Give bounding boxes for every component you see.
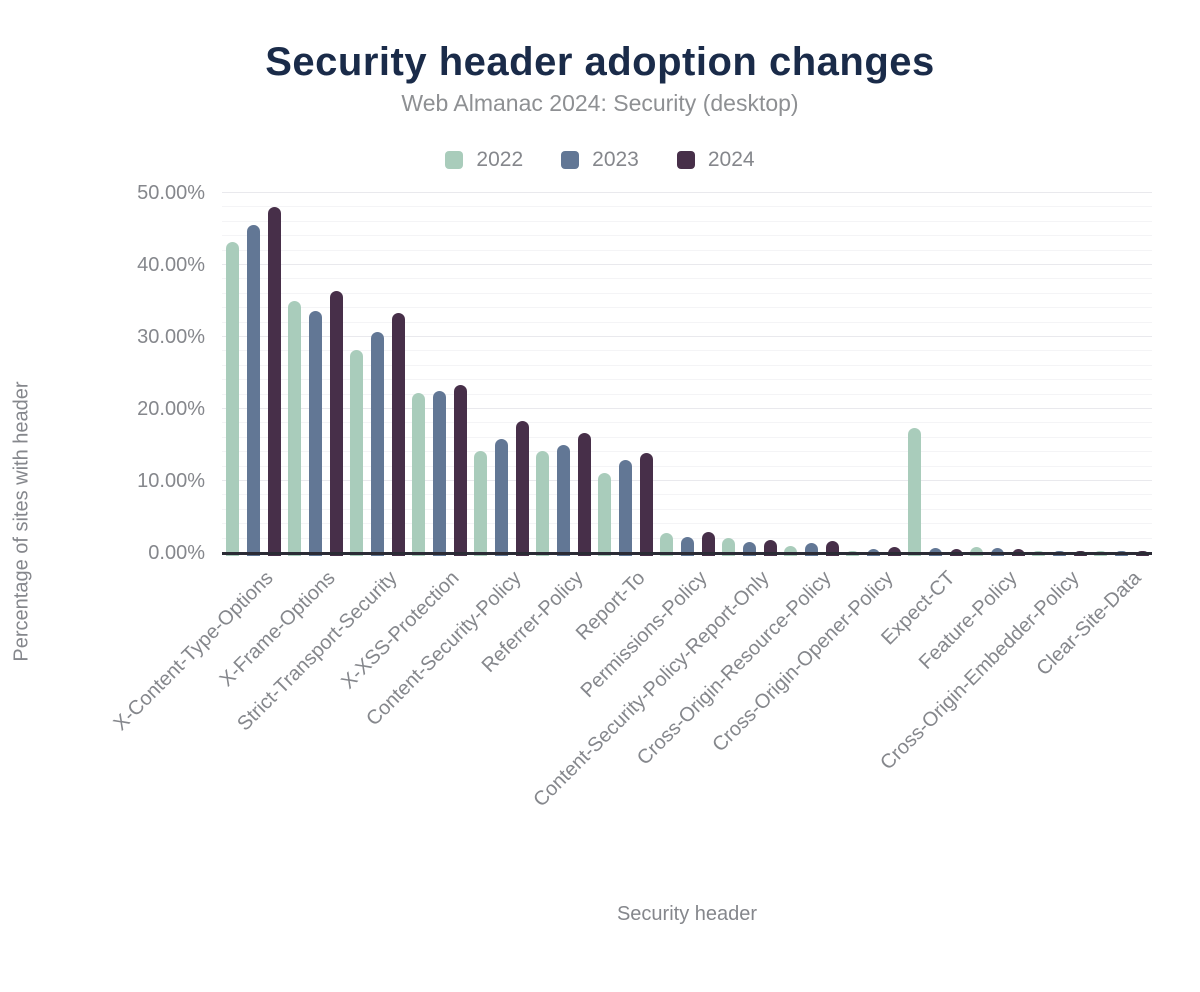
bar-2022-permissions-policy[interactable] xyxy=(659,532,673,556)
legend: 2022 2023 2024 xyxy=(0,148,1200,172)
bar-2022-expect-ct[interactable] xyxy=(907,427,921,556)
bar-group-x-content-type-options xyxy=(222,193,284,556)
gridline xyxy=(222,508,1152,510)
bar-2024-x-frame-options[interactable] xyxy=(329,290,343,556)
gridline xyxy=(222,393,1152,395)
bar-2023-content-security-policy[interactable] xyxy=(494,439,508,556)
bar-2022-cross-origin-resource-policy[interactable] xyxy=(783,545,797,556)
bar-group-referrer-policy xyxy=(532,193,594,556)
legend-swatch-icon xyxy=(561,151,580,169)
bar-2022-content-security-policy[interactable] xyxy=(473,450,487,556)
gridline xyxy=(222,336,1152,337)
x-axis-line xyxy=(222,551,1152,555)
chart-subtitle: Web Almanac 2024: Security (desktop) xyxy=(401,90,799,116)
gridline xyxy=(222,235,1152,237)
legend-item-2022[interactable]: 2022 xyxy=(445,148,523,172)
legend-swatch-icon xyxy=(445,151,464,169)
bar-2022-referrer-policy[interactable] xyxy=(535,450,549,556)
bar-2023-report-to[interactable] xyxy=(618,460,632,556)
plot-area xyxy=(222,192,1152,556)
bar-2022-x-xss-protection[interactable] xyxy=(411,393,425,556)
gridline xyxy=(222,321,1152,323)
bar-group-cross-origin-resource-policy xyxy=(780,193,842,556)
gridline xyxy=(222,350,1152,352)
bar-2024-content-security-policy[interactable] xyxy=(515,421,529,556)
bar-2023-x-content-type-options[interactable] xyxy=(246,225,260,556)
gridline xyxy=(222,523,1152,525)
bar-2022-report-to[interactable] xyxy=(597,473,611,556)
bar-2024-permissions-policy[interactable] xyxy=(701,532,715,556)
gridline xyxy=(222,206,1152,208)
gridline xyxy=(222,451,1152,453)
gridline xyxy=(222,379,1152,381)
bar-2022-x-frame-options[interactable] xyxy=(287,301,301,556)
y-tick-label: 10.00% xyxy=(137,470,205,492)
gridline xyxy=(222,480,1152,481)
gridline xyxy=(222,264,1152,265)
bar-group-cross-origin-embedder-policy xyxy=(1028,193,1090,556)
bar-group-content-security-policy-report-only xyxy=(718,193,780,556)
y-tick-label: 0.00% xyxy=(148,542,205,564)
bar-2022-strict-transport-security[interactable] xyxy=(349,349,363,556)
legend-label: 2024 xyxy=(707,148,755,171)
gridline xyxy=(222,249,1152,251)
legend-label: 2022 xyxy=(476,148,524,171)
bar-2024-strict-transport-security[interactable] xyxy=(391,312,405,556)
bar-group-cross-origin-opener-policy xyxy=(842,193,904,556)
y-tick-label: 40.00% xyxy=(137,254,205,276)
bar-2024-referrer-policy[interactable] xyxy=(577,432,591,556)
gridline xyxy=(222,278,1152,280)
y-tick-label: 50.00% xyxy=(137,182,205,204)
bar-group-x-frame-options xyxy=(284,193,346,556)
bar-group-feature-policy xyxy=(966,193,1028,556)
bar-2022-content-security-policy-report-only[interactable] xyxy=(721,537,735,556)
y-tick-label: 30.00% xyxy=(137,326,205,348)
bar-group-report-to xyxy=(594,193,656,556)
gridline xyxy=(222,307,1152,309)
legend-item-2024[interactable]: 2024 xyxy=(676,148,755,172)
bar-group-x-xss-protection xyxy=(408,193,470,556)
bar-2024-x-xss-protection[interactable] xyxy=(453,384,467,556)
bar-2023-permissions-policy[interactable] xyxy=(680,537,694,556)
gridline xyxy=(222,364,1152,366)
bar-group-expect-ct xyxy=(904,193,966,556)
gridline xyxy=(222,422,1152,424)
gridline xyxy=(222,292,1152,294)
y-axis-title: Percentage of sites with header xyxy=(10,381,33,662)
gridline xyxy=(222,408,1152,409)
bar-2023-strict-transport-security[interactable] xyxy=(370,331,384,556)
gridline xyxy=(222,436,1152,438)
bar-2023-x-frame-options[interactable] xyxy=(308,311,322,556)
gridline xyxy=(222,494,1152,496)
legend-item-2023[interactable]: 2023 xyxy=(561,148,639,172)
bar-group-permissions-policy xyxy=(656,193,718,556)
bar-2024-x-content-type-options[interactable] xyxy=(267,206,281,556)
bar-2024-report-to[interactable] xyxy=(639,452,653,556)
bar-2023-referrer-policy[interactable] xyxy=(556,445,570,556)
legend-swatch-icon xyxy=(676,151,695,169)
bar-group-clear-site-data xyxy=(1090,193,1152,556)
y-tick-label: 20.00% xyxy=(137,398,205,420)
legend-label: 2023 xyxy=(592,148,639,171)
gridline xyxy=(222,220,1152,222)
bar-group-content-security-policy xyxy=(470,193,532,556)
bar-2023-x-xss-protection[interactable] xyxy=(432,391,446,556)
bar-2022-x-content-type-options[interactable] xyxy=(225,241,239,556)
chart-title: Security header adoption changes xyxy=(265,40,935,84)
bar-group-strict-transport-security xyxy=(346,193,408,556)
gridline xyxy=(222,465,1152,467)
x-axis-title: Security header xyxy=(616,903,758,925)
gridline xyxy=(222,192,1152,193)
